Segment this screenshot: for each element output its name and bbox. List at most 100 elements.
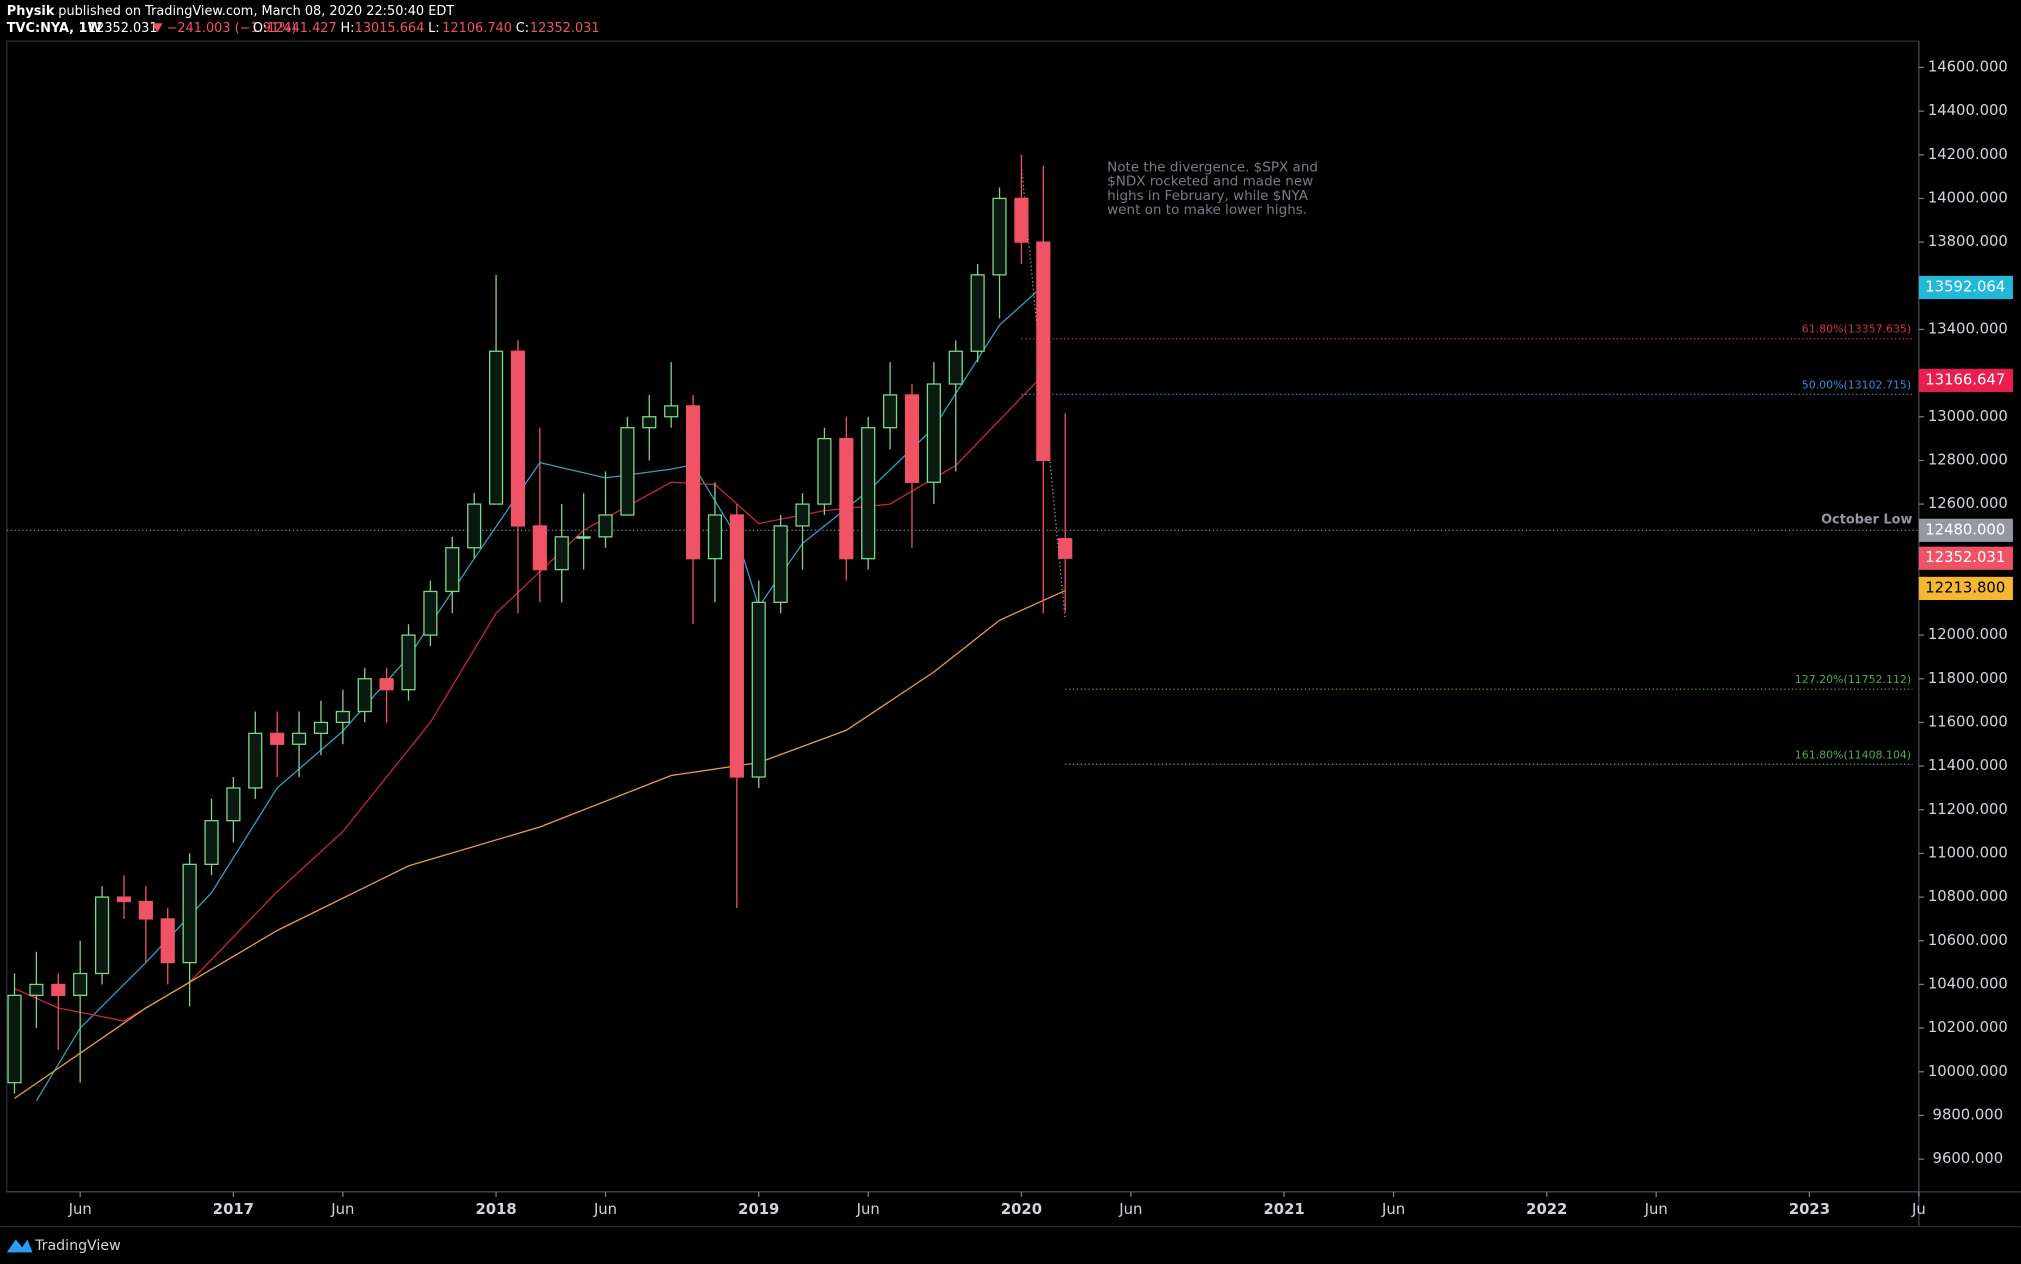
candle-body: [204, 820, 219, 865]
author: Physik: [7, 4, 55, 19]
y-tick-label: 12800.000: [1928, 451, 2008, 468]
candle-body: [357, 678, 372, 713]
price-badge-label: 12352.031: [1925, 549, 2005, 566]
candle-body: [226, 787, 241, 822]
annotation: went on to make lower highs.: [1107, 202, 1307, 218]
price-badge: [1918, 368, 2013, 392]
x-tick-label: 2019: [738, 1201, 779, 1218]
price-badge: [1918, 546, 2013, 570]
y-tick-label: 11800.000: [1928, 670, 2008, 687]
price-badge-label: 13592.064: [1925, 278, 2005, 295]
symbol-line: TVC:NYA, 1W 12352.031 −241.003 (−1.91%): [7, 21, 297, 36]
x-tick-label: 2023: [1789, 1201, 1830, 1218]
change: −241.003 (−1.91%): [167, 21, 297, 36]
candle-body: [467, 503, 482, 549]
candle-body: [642, 416, 657, 429]
annotation: $NDX rocketed and made new: [1107, 174, 1313, 190]
candle-body: [620, 427, 635, 516]
candle-body: [182, 863, 197, 964]
ohlc-value: 12106.740: [442, 21, 512, 36]
candle-body: [882, 394, 898, 429]
candle-body: [510, 350, 526, 527]
candle-body: [685, 405, 701, 560]
y-tick-label: 11200.000: [1928, 801, 2008, 818]
y-tick-label: 14200.000: [1928, 146, 2008, 163]
price-badge-label: 12213.800: [1925, 579, 2005, 596]
candle-body: [313, 721, 329, 734]
candle-body: [707, 514, 723, 560]
ohlc-value: 12441.427: [267, 21, 337, 36]
y-tick-label: 10200.000: [1928, 1019, 2008, 1036]
y-tick-label: 11600.000: [1928, 713, 2008, 730]
y-tick-label: 10400.000: [1928, 975, 2008, 992]
candle-body: [445, 547, 460, 593]
annotation: Note the divergence. $SPX and: [1107, 160, 1318, 176]
candle-body: [948, 350, 963, 385]
x-tick-label: Jun: [593, 1201, 617, 1218]
fib-label: 161.80%(11408.104): [1795, 748, 1911, 761]
candle-body: [335, 710, 350, 724]
candle-body: [532, 525, 547, 571]
candle-body: [7, 994, 22, 1084]
level-label: October Low: [1821, 512, 1912, 527]
candle-body: [992, 197, 1007, 276]
candle-body: [554, 536, 569, 571]
ohlc-value: 13015.664: [355, 21, 425, 36]
x-tick-label: 2020: [1001, 1201, 1042, 1218]
candle-body: [729, 514, 744, 778]
annotation: highs in February, while $NYA: [1107, 188, 1309, 204]
candle-body: [1014, 197, 1029, 243]
candle-body: [401, 634, 416, 691]
fib-label: 50.00%(13102.715): [1802, 378, 1911, 391]
candle-body: [51, 983, 66, 996]
candle-body: [773, 525, 788, 603]
ohlc-key: H:: [340, 21, 354, 36]
x-tick-label: Ju: [1911, 1201, 1926, 1218]
y-tick-label: 11000.000: [1928, 844, 2008, 861]
candle-body: [291, 732, 307, 745]
y-tick-label: 13000.000: [1928, 408, 2008, 425]
x-tick-label: 2021: [1263, 1201, 1304, 1218]
fib-label: 61.80%(13357.635): [1802, 323, 1911, 336]
y-tick-label: 14400.000: [1928, 102, 2008, 119]
y-tick-label: 9600.000: [1933, 1150, 2004, 1167]
y-tick-label: 10600.000: [1928, 932, 2008, 949]
y-tick-label: 11400.000: [1928, 757, 2008, 774]
y-tick-label: 13800.000: [1928, 233, 2008, 250]
y-tick-label: 14000.000: [1928, 189, 2008, 206]
y-tick-label: 13400.000: [1928, 320, 2008, 337]
x-tick-label: Jun: [856, 1201, 880, 1218]
candle-body: [138, 900, 153, 920]
ohlc-key: O:: [253, 21, 267, 36]
fib-label: 127.20%(11752.112): [1795, 673, 1911, 686]
published: published on TradingView.com, March 08, …: [58, 4, 454, 19]
candle-body: [926, 383, 941, 483]
candle-body: [1036, 241, 1051, 462]
y-tick-label: 10000.000: [1928, 1063, 2008, 1080]
y-tick-label: 10800.000: [1928, 888, 2008, 905]
x-tick-label: Jun: [68, 1201, 92, 1218]
candle-body: [423, 590, 438, 636]
candle-body: [160, 918, 175, 964]
candle-body: [248, 732, 263, 789]
ohlc-key: C:: [516, 21, 529, 36]
candle-body: [488, 350, 504, 505]
x-tick-label: Jun: [330, 1201, 354, 1218]
candle-body: [94, 896, 110, 975]
x-tick-label: Jun: [1381, 1201, 1405, 1218]
x-tick-label: 2017: [213, 1201, 254, 1218]
price-badge-label: 13166.647: [1925, 371, 2005, 388]
x-tick-label: Jun: [1644, 1201, 1668, 1218]
y-tick-label: 14600.000: [1928, 58, 2008, 75]
candle-body: [904, 394, 920, 483]
candle-body: [664, 405, 679, 418]
candle-body: [116, 896, 132, 903]
candle-body: [970, 274, 985, 352]
brand: TradingView: [6, 1238, 121, 1254]
last-price: 12352.031: [88, 21, 158, 36]
down-arrow: [152, 23, 163, 33]
candle-body: [1058, 538, 1073, 559]
price-badge: [1918, 275, 2013, 300]
